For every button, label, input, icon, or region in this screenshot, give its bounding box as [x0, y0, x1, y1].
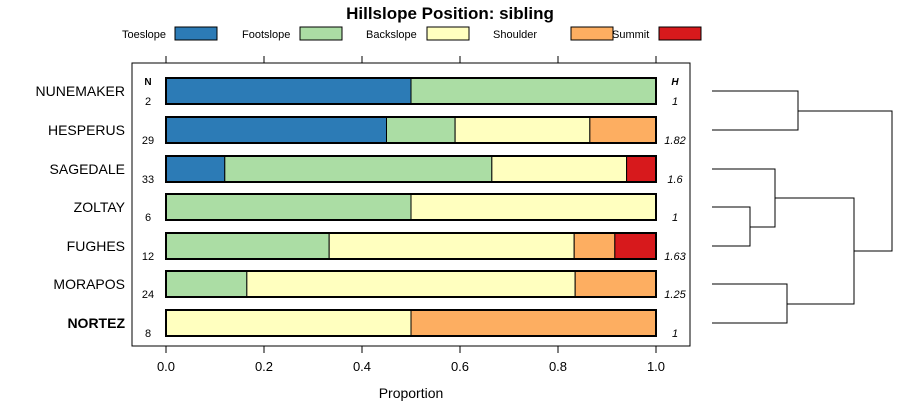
- bar-segment: [246, 270, 576, 298]
- category-label: NUNEMAKER: [36, 83, 125, 99]
- bar-segment: [386, 116, 456, 144]
- bar-segment: [589, 116, 657, 144]
- bar-outline: [165, 155, 657, 183]
- x-tick-label: 0.4: [353, 359, 371, 374]
- dendrogram-branch: [712, 90, 799, 131]
- bar-segment: [224, 155, 493, 183]
- dendrogram: [712, 90, 893, 324]
- bar-segment: [491, 155, 628, 183]
- dendrogram-branch: [712, 168, 776, 228]
- dendrogram-branch: [712, 206, 751, 247]
- legend-label: Summit: [612, 29, 649, 41]
- x-tick-label: 0.2: [255, 359, 273, 374]
- n-value: 8: [145, 328, 151, 340]
- bar-outline: [165, 116, 657, 144]
- h-value: 1.6: [667, 174, 683, 186]
- h-value: 1.63: [664, 251, 686, 263]
- n-value: 29: [142, 135, 154, 147]
- bar-outline: [165, 309, 657, 337]
- x-axis: 0.0 0.2 0.4 0.6 0.8 1.0: [157, 56, 665, 374]
- category-label: SAGEDALE: [50, 161, 125, 177]
- category-label: NORTEZ: [67, 315, 125, 331]
- bar-segment: [626, 155, 657, 183]
- legend-swatch: [426, 26, 470, 41]
- bar-outline: [165, 232, 657, 260]
- bar-segment: [165, 270, 248, 298]
- legend-label: Shoulder: [493, 29, 537, 41]
- legend-swatch: [299, 26, 343, 41]
- chart-title: Hillslope Position: sibling: [346, 4, 554, 23]
- bar-segment: [165, 309, 412, 337]
- n-value: 24: [142, 289, 154, 301]
- n-column-header: N: [144, 77, 151, 88]
- n-value: 33: [142, 174, 154, 186]
- legend-swatch: [658, 26, 702, 41]
- bar-outline: [165, 193, 657, 221]
- n-value: 2: [145, 96, 151, 108]
- category-label: ZOLTAY: [74, 199, 126, 215]
- x-axis-title: Proportion: [379, 385, 444, 401]
- legend: Toeslope Footslope Backslope Shoulder Summit: [122, 26, 702, 41]
- h-value: 1: [672, 96, 678, 108]
- x-tick-label: 0.6: [451, 359, 469, 374]
- category-label: MORAPOS: [53, 276, 125, 292]
- h-value: 1: [672, 212, 678, 224]
- x-tick-label: 1.0: [647, 359, 665, 374]
- bar-outline: [165, 270, 657, 298]
- bar-segment: [454, 116, 591, 144]
- bar-segment: [165, 193, 412, 221]
- h-value: 1: [672, 328, 678, 340]
- plot-panel: [131, 62, 691, 347]
- legend-label: Footslope: [242, 29, 290, 41]
- bar-segment: [574, 270, 657, 298]
- category-label: FUGHES: [67, 238, 125, 254]
- category-label: HESPERUS: [48, 122, 125, 138]
- bar-segment: [165, 77, 412, 105]
- h-value: 1.82: [664, 135, 685, 147]
- bar-segment: [165, 116, 387, 144]
- bar-segment: [614, 232, 657, 260]
- h-value: 1.25: [664, 289, 686, 301]
- h-column-header: H: [671, 77, 679, 88]
- bar-segment: [410, 309, 657, 337]
- bar-segment: [328, 232, 575, 260]
- bar-segment: [165, 232, 330, 260]
- legend-swatch: [174, 26, 218, 41]
- bars-group: NUNEMAKER 2 1 HESPERUS 29 1.82 SAGEDALE 33 1.6 ZO…: [36, 77, 687, 340]
- bar-segment: [410, 77, 657, 105]
- legend-label: Toeslope: [122, 29, 166, 41]
- dendrogram-branch: [798, 110, 893, 252]
- bar-segment: [410, 193, 657, 221]
- legend-swatch: [570, 26, 614, 41]
- n-value: 12: [142, 251, 154, 263]
- n-value: 6: [145, 212, 151, 224]
- bar-segment: [573, 232, 616, 260]
- x-tick-label: 0.8: [549, 359, 567, 374]
- x-tick-label: 0.0: [157, 359, 175, 374]
- bar-segment: [165, 155, 226, 183]
- dendrogram-branch: [712, 283, 788, 324]
- legend-label: Backslope: [366, 29, 417, 41]
- bar-outline: [165, 77, 657, 105]
